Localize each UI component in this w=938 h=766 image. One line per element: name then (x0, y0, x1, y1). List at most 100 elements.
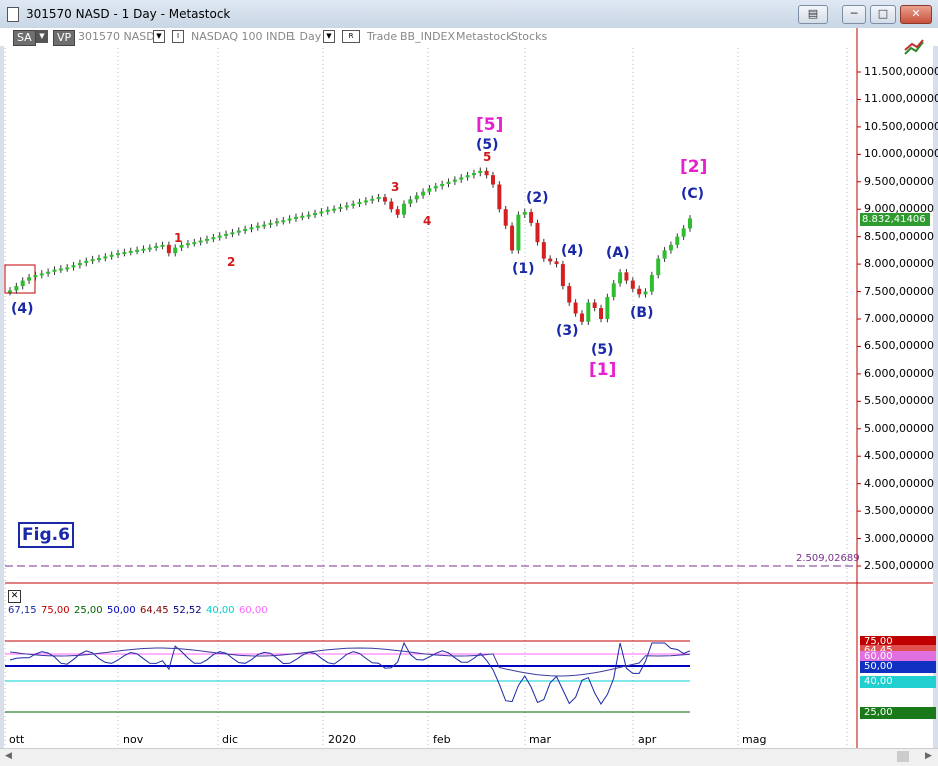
wave-label: 3 (391, 180, 400, 194)
candle (332, 208, 337, 211)
candle (554, 261, 559, 265)
y-tick-label: 9.000,00000 (864, 202, 934, 216)
candle (14, 286, 19, 291)
period-dropdown-icon[interactable]: ▼ (323, 30, 335, 43)
y-tick-label: 2.500,00000 (864, 559, 934, 572)
candle (179, 244, 184, 248)
index-name-label: NASDAQ 100 INDE (191, 30, 293, 43)
candle (268, 222, 273, 225)
horizontal-scrollbar[interactable]: ◀ ▶ (0, 748, 938, 766)
y-tick-label: 5.500,00000 (864, 394, 934, 408)
candle (510, 225, 515, 251)
candle (122, 252, 127, 255)
symbol-dropdown-icon[interactable]: ▼ (153, 30, 165, 43)
r-dropdown[interactable]: R (342, 30, 360, 43)
candle (382, 197, 387, 202)
indicator-level-badge: 40,00 (860, 676, 936, 688)
wave-label: (3) (556, 323, 579, 339)
candle (103, 256, 108, 259)
x-tick-label: mar (529, 733, 551, 746)
x-tick-label: ott (9, 733, 25, 746)
candle (535, 222, 540, 243)
candle (20, 280, 25, 287)
indicator-level-badge: 50,00 (860, 661, 936, 673)
close-button[interactable]: ✕ (900, 5, 932, 24)
indicator-dropdown[interactable]: I (172, 30, 184, 43)
scroll-thumb[interactable] (897, 751, 909, 762)
candle (77, 263, 82, 266)
y-tick-label: 4.500,00000 (864, 449, 934, 463)
candle (471, 172, 476, 176)
candle (52, 269, 57, 272)
candle (325, 209, 330, 212)
y-tick-label: 7.500,00000 (864, 284, 934, 298)
candle (452, 179, 457, 182)
sa-button[interactable]: SA (13, 30, 36, 46)
candle (281, 220, 286, 223)
candle (205, 238, 210, 241)
y-tick-label: 10.500,00000 (864, 119, 938, 133)
figure-label: Fig.6 (18, 522, 74, 548)
candle (662, 250, 667, 259)
candle (141, 248, 146, 251)
wave-label: [2] (680, 157, 708, 177)
indicator-level-badge: 25,00 (860, 707, 936, 719)
candle (262, 224, 267, 227)
candle (605, 297, 610, 319)
candle (211, 237, 216, 240)
scroll-right-icon[interactable]: ▶ (925, 751, 932, 761)
candle (319, 211, 324, 214)
y-tick-label: 3.000,00000 (864, 531, 934, 545)
wave-label: (5) (591, 342, 614, 358)
y-tick-label: 8.500,00000 (864, 229, 934, 243)
wave-label: (4) (561, 243, 584, 259)
minimize-button[interactable]: ─ (842, 5, 866, 24)
candle (255, 225, 260, 228)
x-tick-label: dic (222, 733, 239, 746)
y-tick-label: 5.000,00000 (864, 421, 934, 435)
candle (192, 242, 197, 245)
maximize-button[interactable]: □ (870, 5, 896, 24)
candle (586, 302, 591, 322)
candle (529, 211, 534, 223)
candle (446, 181, 451, 184)
sa-dropdown-icon[interactable]: ▼ (36, 30, 48, 43)
indicator-legend-value: 40,00 (206, 605, 235, 616)
candle (230, 232, 235, 235)
candle (224, 233, 229, 236)
y-tick-label: 4.000,00000 (864, 476, 934, 490)
candle (376, 197, 381, 200)
indicator-legend-value: 64,45 (140, 605, 169, 616)
candle (408, 199, 413, 204)
y-tick-label: 11.000,00000 (864, 92, 938, 106)
candle (427, 188, 432, 192)
x-tick-label: feb (433, 733, 451, 746)
candle (478, 170, 483, 173)
candle (300, 215, 305, 218)
candle (592, 302, 597, 309)
scroll-left-icon[interactable]: ◀ (5, 751, 12, 761)
candle (637, 288, 642, 295)
y-tick-label: 6.500,00000 (864, 339, 934, 353)
candle (389, 201, 394, 210)
wave-label: (5) (476, 137, 499, 153)
x-tick-label: apr (638, 733, 657, 746)
trend-tool-icon[interactable] (903, 38, 925, 58)
candle (351, 203, 356, 206)
y-tick-label: 9.500,00000 (864, 174, 934, 188)
vp-button[interactable]: VP (53, 30, 76, 46)
last-price-badge: 8.832,41406 (860, 213, 930, 226)
restore-layout-icon[interactable]: ▤ (798, 5, 828, 24)
chart-toolbar: SA ▼ VP 301570 NASD ▼ I NASDAQ 100 INDE … (0, 28, 938, 46)
support-label: 2.509,02689 (796, 553, 860, 564)
close-pane-icon[interactable]: ✕ (8, 590, 21, 603)
period-label: 1 Day (289, 30, 322, 43)
chart-area (4, 46, 933, 748)
candle (433, 186, 438, 189)
candle (402, 203, 407, 215)
candle (548, 258, 553, 262)
wave-label: (B) (630, 305, 654, 321)
candle (58, 268, 63, 271)
candle (643, 291, 648, 295)
indicator-line-slow (9, 647, 691, 677)
